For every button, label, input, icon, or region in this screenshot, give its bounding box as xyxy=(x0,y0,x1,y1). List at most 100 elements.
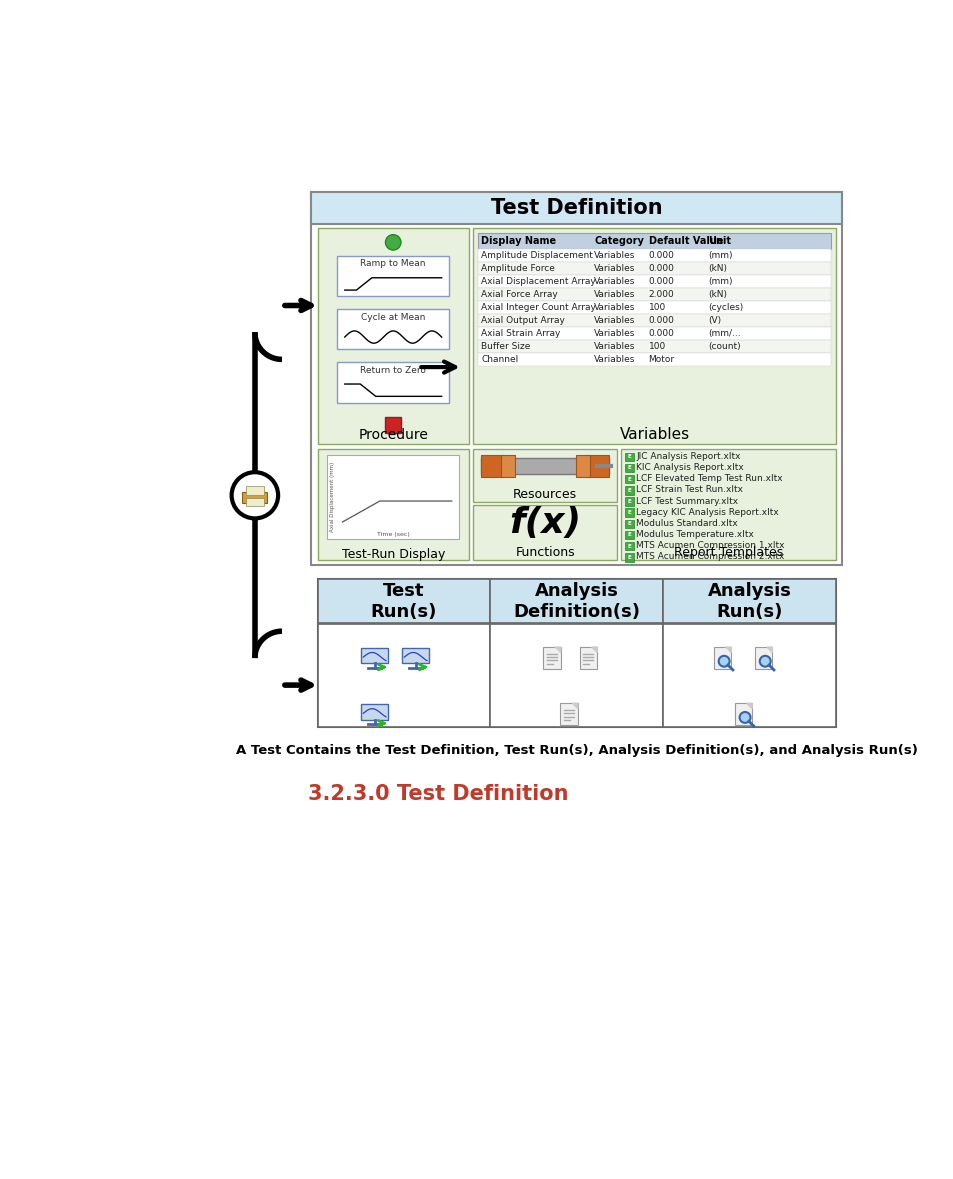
Text: E: E xyxy=(627,476,631,482)
Text: Analysis
Run(s): Analysis Run(s) xyxy=(707,581,791,620)
Polygon shape xyxy=(591,647,597,652)
Text: Variables: Variables xyxy=(594,277,635,285)
Text: Buffer Size: Buffer Size xyxy=(480,342,530,351)
Text: Variables: Variables xyxy=(594,355,635,364)
Bar xyxy=(662,579,835,624)
Text: 100: 100 xyxy=(648,342,665,351)
Text: 0.000: 0.000 xyxy=(648,264,674,272)
Circle shape xyxy=(718,656,729,666)
Text: Motor: Motor xyxy=(648,355,674,364)
Bar xyxy=(336,362,449,402)
Text: Display Name: Display Name xyxy=(480,236,556,245)
Bar xyxy=(401,647,429,664)
Bar xyxy=(543,647,560,670)
Bar xyxy=(624,486,633,494)
Text: KIC Analysis Report.xltx: KIC Analysis Report.xltx xyxy=(636,463,743,472)
Bar xyxy=(317,624,490,726)
Text: Functions: Functions xyxy=(515,546,575,559)
Polygon shape xyxy=(766,647,772,652)
Text: (kN): (kN) xyxy=(707,290,726,298)
Bar xyxy=(713,647,731,670)
Text: Variables: Variables xyxy=(594,251,635,259)
Text: 0.000: 0.000 xyxy=(648,251,674,259)
Bar xyxy=(317,579,490,624)
Text: (mm/...: (mm/... xyxy=(707,329,740,338)
Text: E: E xyxy=(627,454,631,460)
Text: MTS Acumen Compression 2.xltx: MTS Acumen Compression 2.xltx xyxy=(636,553,783,561)
Polygon shape xyxy=(746,703,751,709)
Bar xyxy=(620,449,835,560)
Bar xyxy=(477,354,831,367)
Text: E: E xyxy=(627,533,631,538)
Circle shape xyxy=(739,712,750,723)
Bar xyxy=(385,417,400,433)
Text: (kN): (kN) xyxy=(707,264,726,272)
Text: Amplitude Displacement: Amplitude Displacement xyxy=(480,251,593,259)
Bar xyxy=(624,463,633,473)
Circle shape xyxy=(385,235,400,250)
Bar xyxy=(317,229,468,444)
Text: MTS Acumen Compression 1.xltx: MTS Acumen Compression 1.xltx xyxy=(636,541,784,551)
Text: JIC Analysis Report.xltx: JIC Analysis Report.xltx xyxy=(636,452,740,461)
Bar xyxy=(500,455,514,476)
Text: A Test Contains the Test Definition, Test Run(s), Analysis Definition(s), and An: A Test Contains the Test Definition, Tes… xyxy=(235,744,917,757)
Bar xyxy=(624,542,633,551)
Text: (cycles): (cycles) xyxy=(707,303,742,312)
Text: Test Definition: Test Definition xyxy=(491,198,662,218)
Text: Test-Run Display: Test-Run Display xyxy=(341,548,444,561)
Text: E: E xyxy=(627,488,631,493)
Bar xyxy=(477,314,831,327)
Circle shape xyxy=(759,656,770,666)
Text: E: E xyxy=(627,511,631,515)
Text: (count): (count) xyxy=(707,342,740,351)
Bar xyxy=(245,486,264,495)
Bar xyxy=(624,531,633,539)
Bar xyxy=(624,520,633,528)
Text: Report Templates: Report Templates xyxy=(674,546,782,559)
Text: 0.000: 0.000 xyxy=(648,329,674,338)
Bar xyxy=(662,624,835,726)
Text: E: E xyxy=(627,499,631,503)
Text: E: E xyxy=(627,544,631,548)
Text: f(x): f(x) xyxy=(509,507,580,540)
Text: E: E xyxy=(627,521,631,526)
Text: Analysis
Definition(s): Analysis Definition(s) xyxy=(513,581,639,620)
Text: Variables: Variables xyxy=(594,290,635,298)
Bar xyxy=(575,455,589,476)
Bar xyxy=(311,191,841,565)
Text: Axial Displacement Array: Axial Displacement Array xyxy=(480,277,596,285)
Text: 100: 100 xyxy=(648,303,665,312)
Bar xyxy=(327,455,459,539)
Bar xyxy=(477,233,831,249)
Bar xyxy=(490,624,662,726)
Text: Axial Strain Array: Axial Strain Array xyxy=(480,329,560,338)
Text: Variables: Variables xyxy=(594,303,635,312)
Text: 2.000: 2.000 xyxy=(648,290,674,298)
Bar xyxy=(480,459,608,474)
Bar xyxy=(754,647,772,670)
Bar xyxy=(336,256,449,296)
Bar xyxy=(559,703,578,725)
Bar xyxy=(317,579,835,726)
Bar xyxy=(477,288,831,301)
Bar xyxy=(317,449,468,560)
Text: Time (sec): Time (sec) xyxy=(376,532,409,536)
Polygon shape xyxy=(725,647,731,652)
Bar xyxy=(624,498,633,506)
Bar xyxy=(477,262,831,275)
Text: Variables: Variables xyxy=(594,264,635,272)
Text: Return to Zero: Return to Zero xyxy=(360,365,426,375)
Text: 0.000: 0.000 xyxy=(648,277,674,285)
Text: E: E xyxy=(627,555,631,560)
Bar xyxy=(360,647,388,664)
Bar xyxy=(477,275,831,288)
Bar xyxy=(624,453,633,461)
Text: Modulus Temperature.xltx: Modulus Temperature.xltx xyxy=(636,531,753,539)
Text: Channel: Channel xyxy=(480,355,517,364)
Text: Cycle at Mean: Cycle at Mean xyxy=(360,312,425,322)
Bar xyxy=(477,340,831,354)
Polygon shape xyxy=(555,647,560,652)
Text: LCF Strain Test Run.xltx: LCF Strain Test Run.xltx xyxy=(636,486,742,494)
Text: Ramp to Mean: Ramp to Mean xyxy=(360,259,426,269)
Text: 3.2.3.0 Test Definition: 3.2.3.0 Test Definition xyxy=(308,784,568,804)
